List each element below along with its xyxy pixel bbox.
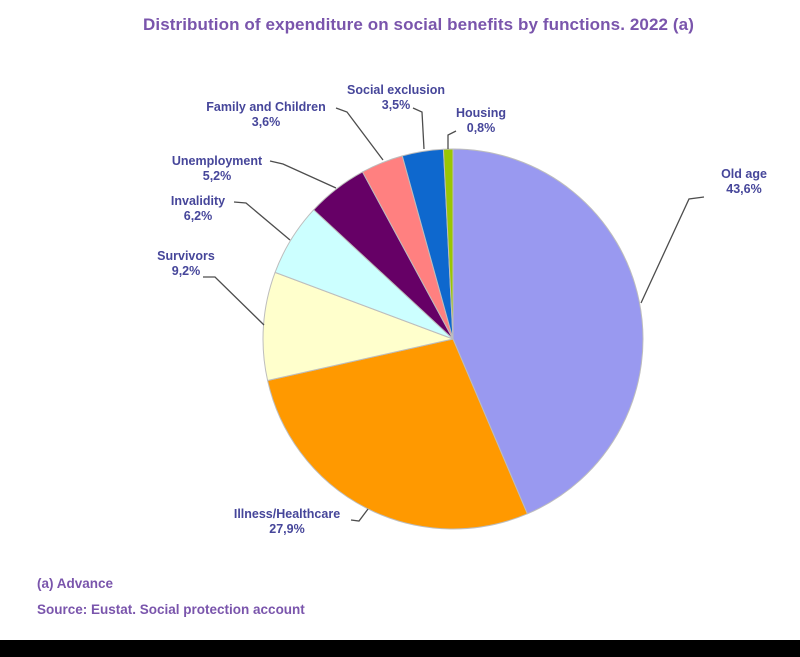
slice-label-name: Family and Children xyxy=(206,100,326,114)
pie-slice-illness-healthcare xyxy=(267,338,528,530)
slice-label-name: Housing xyxy=(456,106,506,120)
slice-label-value: 27,9% xyxy=(269,522,305,536)
pie-slice-housing xyxy=(442,148,454,340)
slice-label-value: 43,6% xyxy=(726,182,762,196)
slice-label-unemployment: Unemployment 5,2% xyxy=(172,154,262,184)
slice-label-name: Illness/Healthcare xyxy=(233,507,341,521)
footnote-advance: (a) Advance xyxy=(37,576,114,591)
slice-label-survivors: Survivors 9,2% xyxy=(157,249,215,279)
slice-label-value: 0,8% xyxy=(466,121,496,135)
leader-line-illness-healthcare xyxy=(350,508,369,522)
leader-line-invalidity xyxy=(233,201,291,241)
slice-label-name: Invalidity xyxy=(170,194,226,208)
slice-label-name: Survivors xyxy=(157,249,215,263)
slice-label-housing: Housing 0,8% xyxy=(456,106,506,136)
leader-line-housing xyxy=(447,130,457,149)
slice-label-value: 6,2% xyxy=(183,209,213,223)
slice-label-family-and-children: Family and Children 3,6% xyxy=(206,100,325,130)
pie-slice-old-age xyxy=(452,148,644,515)
slice-label-social-exclusion: Social exclusion 3,5% xyxy=(347,83,445,113)
slice-label-illness-healthcare: Illness/Healthcare 27,9% xyxy=(234,507,340,537)
bottom-bar xyxy=(0,640,800,657)
leader-line-survivors xyxy=(203,276,265,326)
slice-label-value: 3,5% xyxy=(381,98,411,112)
leader-line-unemployment xyxy=(269,160,337,189)
slice-label-value: 9,2% xyxy=(171,264,201,278)
slice-label-name: Social exclusion xyxy=(347,83,445,97)
slice-label-value: 3,6% xyxy=(251,115,281,129)
pie-slice-survivors xyxy=(262,271,454,381)
slice-label-name: Old age xyxy=(721,167,767,181)
slice-label-old-age: Old age 43,6% xyxy=(721,167,767,197)
leader-line-old-age xyxy=(640,196,705,304)
source-note: Source: Eustat. Social protection accoun… xyxy=(37,602,305,617)
leader-line-social-exclusion xyxy=(412,107,425,150)
slice-label-name: Unemployment xyxy=(171,154,263,168)
slice-label-invalidity: Invalidity 6,2% xyxy=(171,194,225,224)
chart-title: Distribution of expenditure on social be… xyxy=(143,15,694,34)
leader-line-family-and-children xyxy=(335,107,384,161)
slice-label-value: 5,2% xyxy=(202,169,232,183)
